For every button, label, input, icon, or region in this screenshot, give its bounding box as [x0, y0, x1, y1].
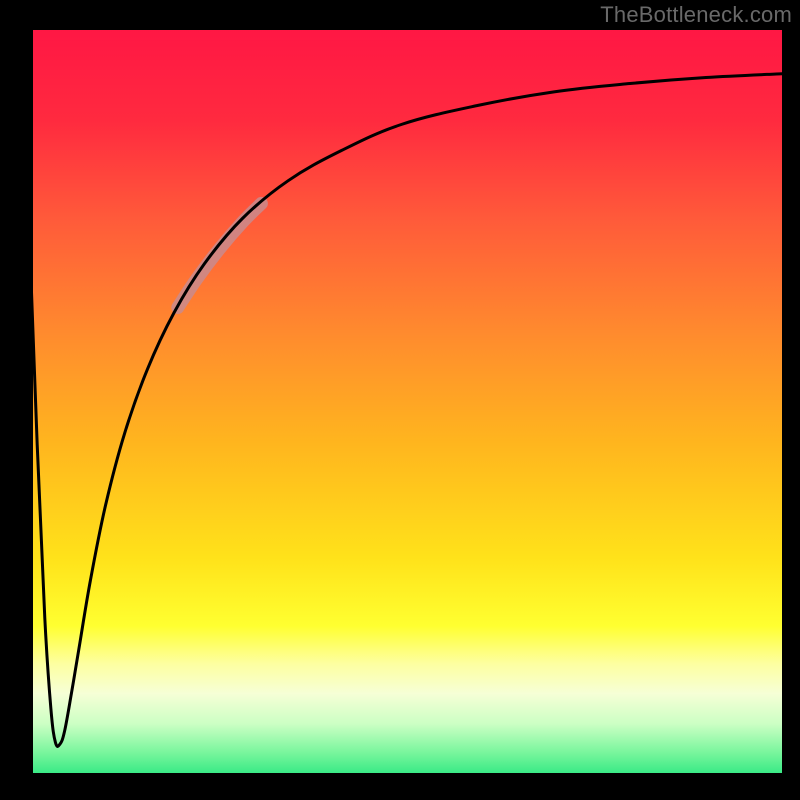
chart-svg: [0, 0, 800, 800]
chart-background: [22, 30, 782, 784]
chart-plot-area: [0, 0, 800, 800]
